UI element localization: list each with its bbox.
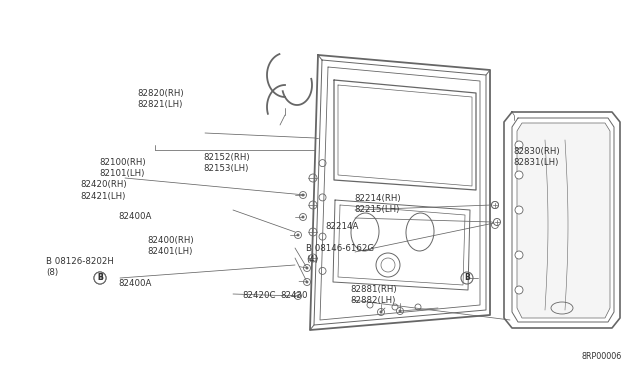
Circle shape xyxy=(300,214,307,221)
Circle shape xyxy=(515,171,523,179)
Text: 82420(RH)
82421(LH): 82420(RH) 82421(LH) xyxy=(80,180,127,201)
Circle shape xyxy=(380,311,382,313)
Circle shape xyxy=(319,160,326,167)
Circle shape xyxy=(302,216,304,218)
Circle shape xyxy=(309,174,317,182)
Circle shape xyxy=(392,304,398,310)
Text: B: B xyxy=(97,273,103,282)
Circle shape xyxy=(515,286,523,294)
Circle shape xyxy=(94,272,106,284)
Text: B: B xyxy=(97,273,103,282)
Circle shape xyxy=(515,251,523,259)
Text: 82214(RH)
82215(LH): 82214(RH) 82215(LH) xyxy=(355,194,401,214)
Circle shape xyxy=(309,254,317,262)
Circle shape xyxy=(302,194,304,196)
Circle shape xyxy=(300,192,307,199)
Circle shape xyxy=(294,231,301,238)
Circle shape xyxy=(367,302,373,308)
Circle shape xyxy=(376,253,400,277)
Circle shape xyxy=(493,218,500,225)
Circle shape xyxy=(461,272,473,284)
Circle shape xyxy=(309,228,317,236)
Circle shape xyxy=(294,292,301,299)
Polygon shape xyxy=(517,123,610,318)
Circle shape xyxy=(381,258,395,272)
Circle shape xyxy=(303,264,310,272)
Text: 82820(RH)
82821(LH): 82820(RH) 82821(LH) xyxy=(138,89,184,109)
Circle shape xyxy=(515,141,523,149)
Text: B 08126-8202H
(8): B 08126-8202H (8) xyxy=(46,257,114,277)
Circle shape xyxy=(306,281,308,283)
Text: 82152(RH)
82153(LH): 82152(RH) 82153(LH) xyxy=(204,153,250,173)
Circle shape xyxy=(515,206,523,214)
Text: 82830(RH)
82831(LH): 82830(RH) 82831(LH) xyxy=(513,147,560,167)
Circle shape xyxy=(492,221,499,228)
Text: 82400A: 82400A xyxy=(118,212,152,221)
Circle shape xyxy=(303,279,310,285)
Circle shape xyxy=(319,233,326,240)
Text: 82430: 82430 xyxy=(280,291,308,300)
Circle shape xyxy=(94,272,106,284)
Circle shape xyxy=(297,295,300,297)
Circle shape xyxy=(306,267,308,269)
Circle shape xyxy=(492,202,499,208)
Circle shape xyxy=(397,308,403,314)
Text: 82420C: 82420C xyxy=(242,291,275,300)
Text: B: B xyxy=(464,273,470,282)
Circle shape xyxy=(319,194,326,201)
Text: 82100(RH)
82101(LH): 82100(RH) 82101(LH) xyxy=(99,158,146,178)
Circle shape xyxy=(319,267,326,275)
Circle shape xyxy=(492,202,499,208)
Text: B 08146-6162G
(4): B 08146-6162G (4) xyxy=(306,244,374,264)
Circle shape xyxy=(415,304,421,310)
Circle shape xyxy=(378,308,385,315)
Circle shape xyxy=(309,201,317,209)
Text: 82214A: 82214A xyxy=(325,222,358,231)
Text: 8RP00006: 8RP00006 xyxy=(582,352,622,361)
Text: 82400A: 82400A xyxy=(118,279,152,288)
Text: 82881(RH)
82882(LH): 82881(RH) 82882(LH) xyxy=(351,285,397,305)
Text: 82400(RH)
82401(LH): 82400(RH) 82401(LH) xyxy=(147,236,194,256)
Circle shape xyxy=(399,310,401,312)
Circle shape xyxy=(297,234,300,236)
